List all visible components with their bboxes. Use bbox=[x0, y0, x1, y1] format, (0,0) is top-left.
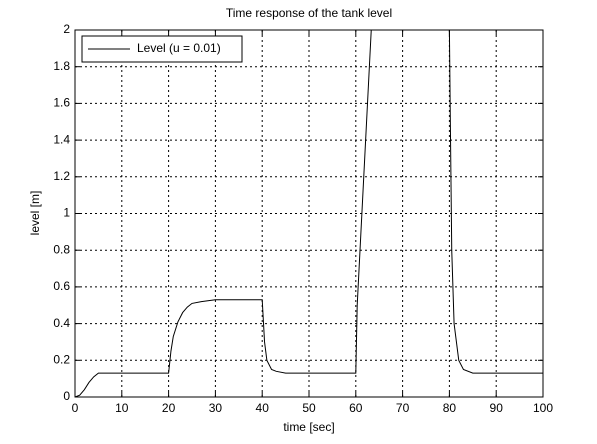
y-tick-label: 1.6 bbox=[53, 96, 70, 110]
x-tick-label: 10 bbox=[115, 401, 129, 415]
x-tick-label: 60 bbox=[349, 401, 363, 415]
x-tick-label: 30 bbox=[209, 401, 223, 415]
x-tick-label: 70 bbox=[396, 401, 410, 415]
x-tick-label: 100 bbox=[533, 401, 553, 415]
x-axis-label: time [sec] bbox=[283, 420, 334, 434]
legend-label: Level (u = 0.01) bbox=[137, 41, 221, 55]
y-tick-label: 2 bbox=[63, 22, 70, 36]
y-tick-label: 0.8 bbox=[53, 242, 70, 256]
y-tick-label: 1.2 bbox=[53, 169, 70, 183]
x-tick-label: 50 bbox=[302, 401, 316, 415]
y-tick-label: 1.4 bbox=[53, 132, 70, 146]
axes-box bbox=[74, 29, 544, 398]
y-tick-label: 0.2 bbox=[53, 352, 70, 366]
x-tick-label: 0 bbox=[72, 401, 79, 415]
y-tick-label: 0.6 bbox=[53, 279, 70, 293]
y-tick-label: 0.4 bbox=[53, 316, 70, 330]
x-tick-label: 20 bbox=[162, 401, 176, 415]
x-tick-label: 80 bbox=[443, 401, 457, 415]
y-tick-label: 1 bbox=[63, 206, 70, 220]
y-axis-label: level [m] bbox=[28, 191, 42, 236]
chart-title: Time response of the tank level bbox=[226, 6, 392, 20]
y-tick-label: 0 bbox=[63, 389, 70, 403]
x-tick-label: 40 bbox=[256, 401, 270, 415]
data-line bbox=[74, 29, 543, 398]
y-tick-label: 1.8 bbox=[53, 59, 70, 73]
x-tick-label: 90 bbox=[490, 401, 504, 415]
